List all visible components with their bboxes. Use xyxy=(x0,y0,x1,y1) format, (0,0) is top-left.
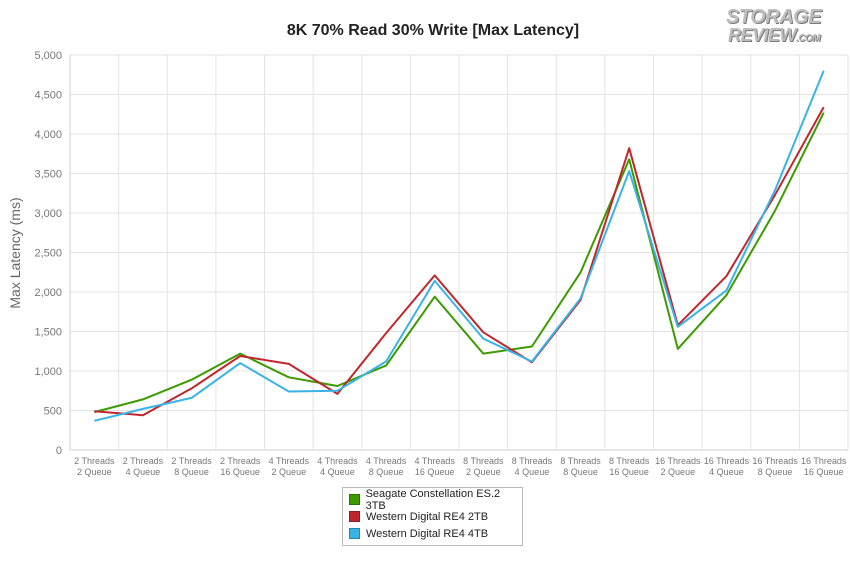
y-axis-label: Max Latency (ms) xyxy=(7,197,23,308)
series-lines xyxy=(94,70,825,422)
x-tick-label-queue: 8 Queue xyxy=(563,467,598,477)
x-tick-label-queue: 8 Queue xyxy=(758,467,793,477)
x-tick-label-threads: 4 Threads xyxy=(366,456,407,466)
x-tick-label-threads: 16 Threads xyxy=(801,456,847,466)
x-tick-label-queue: 4 Queue xyxy=(126,467,161,477)
legend-item-wd-re4-2tb: Western Digital RE4 2TB xyxy=(349,508,516,525)
grid xyxy=(69,54,849,451)
x-tick-label-queue: 16 Queue xyxy=(804,467,844,477)
x-tick-label-queue: 16 Queue xyxy=(415,467,455,477)
y-tick-label: 3,000 xyxy=(34,208,62,220)
x-tick-label-queue: 2 Queue xyxy=(466,467,501,477)
legend: Seagate Constellation ES.2 3TB Western D… xyxy=(342,487,523,546)
legend-swatch-wd-re4-2tb xyxy=(349,511,360,522)
x-tick-label-queue: 8 Queue xyxy=(174,467,209,477)
legend-swatch-seagate xyxy=(349,494,360,505)
y-tick-label: 4,000 xyxy=(34,129,62,141)
y-tick-label: 1,000 xyxy=(34,366,62,378)
x-tick-label-threads: 8 Threads xyxy=(512,456,553,466)
x-tick-label-threads: 4 Threads xyxy=(317,456,358,466)
chart-title: 8K 70% Read 30% Write [Max Latency] xyxy=(287,22,579,39)
y-tick-label: 500 xyxy=(44,406,62,418)
x-tick-label-queue: 4 Queue xyxy=(515,467,550,477)
x-tick-label-queue: 2 Queue xyxy=(661,467,696,477)
x-tick-label-queue: 4 Queue xyxy=(320,467,355,477)
x-tick-label-threads: 16 Threads xyxy=(655,456,701,466)
x-tick-label-threads: 2 Threads xyxy=(123,456,164,466)
x-tick-label-threads: 16 Threads xyxy=(752,456,798,466)
x-tick-label-queue: 2 Queue xyxy=(272,467,307,477)
storagereview-logo: STORAGE REVIEW.COM xyxy=(726,6,838,48)
logo-suffix: .COM xyxy=(796,33,821,44)
x-tick-label-threads: 8 Threads xyxy=(463,456,504,466)
y-tick-label: 1,500 xyxy=(34,327,62,339)
y-tick-label: 2,500 xyxy=(34,248,62,260)
legend-item-seagate: Seagate Constellation ES.2 3TB xyxy=(349,488,516,512)
logo-line-2-main: REVIEW xyxy=(728,25,797,45)
legend-swatch-wd-re4-4tb xyxy=(349,528,360,539)
legend-label-wd-re4-2tb: Western Digital RE4 2TB xyxy=(366,510,489,523)
x-tick-label-threads: 2 Threads xyxy=(74,456,115,466)
x-tick-label-threads: 8 Threads xyxy=(560,456,601,466)
series-line-wd-re4-4tb xyxy=(94,70,825,422)
legend-label-seagate: Seagate Constellation ES.2 3TB xyxy=(365,487,501,512)
x-tick-label-threads: 4 Threads xyxy=(269,456,310,466)
logo-line-2: REVIEW.COM xyxy=(726,26,838,48)
logo-line-1: STORAGE xyxy=(726,6,822,28)
x-tick-label-queue: 8 Queue xyxy=(369,467,404,477)
y-tick-label: 4,500 xyxy=(34,90,62,102)
y-tick-label: 3,500 xyxy=(34,169,62,181)
x-tick-label-queue: 2 Queue xyxy=(77,467,112,477)
x-tick-label-threads: 2 Threads xyxy=(171,456,212,466)
series-line-seagate xyxy=(94,112,825,414)
x-tick-label-threads: 8 Threads xyxy=(609,456,650,466)
x-tick-label-threads: 2 Threads xyxy=(220,456,261,466)
y-tick-label: 0 xyxy=(56,445,62,457)
series-line-wd-re4-2tb xyxy=(94,106,825,417)
x-tick-label-queue: 4 Queue xyxy=(709,467,744,477)
x-tick-label-threads: 16 Threads xyxy=(704,456,750,466)
x-tick-label-queue: 16 Queue xyxy=(609,467,649,477)
x-tick-label-queue: 16 Queue xyxy=(220,467,260,477)
legend-label-wd-re4-4tb: Western Digital RE4 4TB xyxy=(366,527,489,540)
x-tick-label-threads: 4 Threads xyxy=(415,456,456,466)
legend-item-wd-re4-4tb: Western Digital RE4 4TB xyxy=(349,525,516,542)
y-tick-label: 5,000 xyxy=(34,50,62,62)
y-tick-label: 2,000 xyxy=(34,287,62,299)
y-axis-ticks: 0 500 1,000 1,500 2,000 2,500 3,000 3,500 4,000 4… xyxy=(34,50,62,457)
